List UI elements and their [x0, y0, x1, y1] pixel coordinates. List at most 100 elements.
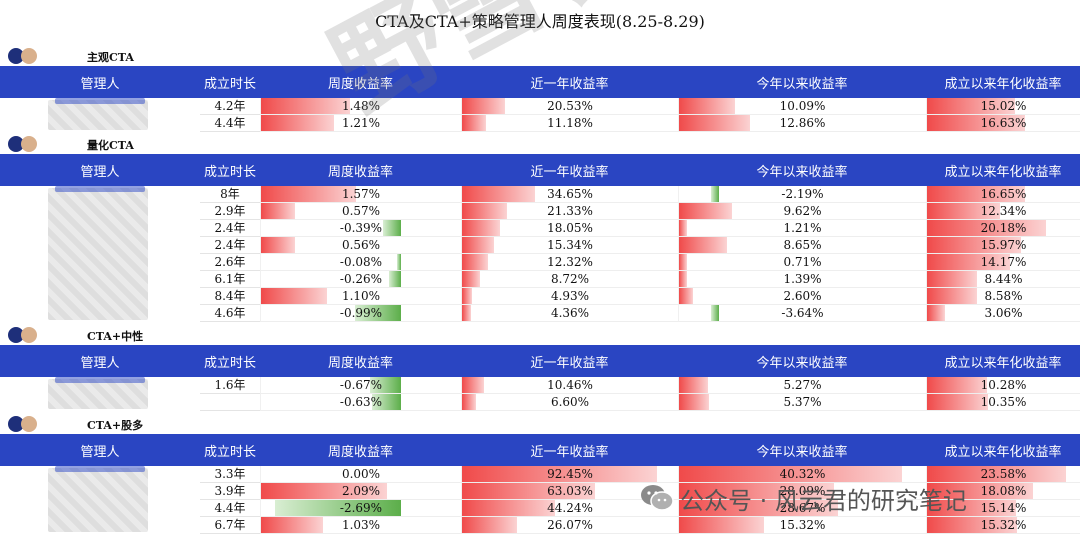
section-dots-icon [8, 136, 40, 152]
value-bar [275, 500, 401, 516]
wk-cell: 0.56% [260, 237, 461, 254]
value-text: 6.60% [550, 395, 590, 409]
age-cell: 8.4年 [200, 288, 260, 305]
header-cell: 周度收益率 [327, 76, 393, 92]
value-bar [927, 466, 1066, 482]
ann-cell: 15.97% [926, 237, 1080, 254]
value-text: 4.36% [550, 306, 590, 320]
value-text: 1.48% [341, 99, 381, 113]
value-bar [679, 237, 727, 253]
age-cell [200, 394, 260, 411]
redaction-mark [55, 186, 145, 192]
ann-cell: 16.65% [926, 186, 1080, 203]
value-text: 14.17% [980, 255, 1027, 269]
value-bar [261, 98, 350, 114]
ann-cell: 20.18% [926, 220, 1080, 237]
wk-cell: 1.10% [260, 288, 461, 305]
age-cell: 2.4年 [200, 220, 260, 237]
value-bar [462, 500, 555, 516]
value-text: -0.39% [339, 221, 383, 235]
redaction-mark [55, 98, 145, 104]
value-bar [462, 115, 486, 131]
value-bar [462, 288, 472, 304]
value-bar [711, 305, 719, 321]
header-cell: 近一年收益率 [530, 164, 609, 180]
value-bar [927, 186, 1025, 202]
value-text: 0.57% [341, 204, 381, 218]
wk-cell: -2.69% [260, 500, 461, 517]
yr-cell: 18.05% [461, 220, 678, 237]
ytd-cell: 9.62% [678, 203, 926, 220]
ytd-cell: -3.64% [678, 305, 926, 322]
ytd-cell: 0.71% [678, 254, 926, 271]
value-text: 5.37% [783, 395, 822, 409]
section-name: 主观CTA [87, 51, 134, 64]
section-name: CTA+中性 [87, 330, 144, 343]
table-body: 8年 1.57% 34.65% -2.19% 16.65% 2.9年 0.57% 21.33%… [0, 186, 1080, 322]
value-bar [397, 254, 401, 270]
table-row: 2.4年 -0.39% 18.05% 1.21% 20.18% [0, 220, 1080, 237]
value-text: 10.35% [980, 395, 1027, 409]
header-cell: 今年以来收益率 [756, 76, 848, 92]
value-bar [927, 203, 1000, 219]
value-text: 12.34% [980, 204, 1027, 218]
header-cell: 成立时长 [203, 355, 256, 371]
value-bar [927, 288, 977, 304]
value-bar [711, 186, 719, 202]
wk-cell: 1.03% [260, 517, 461, 534]
header-cell: 近一年收益率 [530, 355, 609, 371]
value-text: 23.58% [980, 467, 1027, 481]
age-cell: 8年 [200, 186, 260, 203]
value-bar [383, 220, 401, 236]
table-body: 4.2年 1.48% 20.53% 10.09% 15.02% 4.4年 1.21% 11.1… [0, 98, 1080, 132]
value-bar [370, 377, 401, 393]
yr-cell: 20.53% [461, 98, 678, 115]
header-cell: 周度收益率 [327, 444, 393, 460]
ann-cell: 15.14% [926, 500, 1080, 517]
value-bar [927, 394, 988, 410]
wk-cell: -0.99% [260, 305, 461, 322]
table-row: 4.6年 -0.99% 4.36% -3.64% 3.06% [0, 305, 1080, 322]
value-text: 16.65% [980, 187, 1027, 201]
value-text: 1.03% [341, 518, 381, 532]
value-bar [462, 394, 476, 410]
value-text: 10.28% [980, 378, 1027, 392]
value-text: 15.14% [980, 501, 1027, 515]
section-2: CTA+中性 管理人 成立时长 周度收益率 近一年收益率 今年以来收益率 成立以来年化收益率… [0, 325, 1080, 411]
value-bar [679, 203, 732, 219]
value-text: 8.44% [984, 272, 1023, 286]
value-text: 1.39% [783, 272, 822, 286]
value-bar [927, 305, 945, 321]
redacted-name-block [48, 468, 148, 532]
table-row: 2.4年 0.56% 15.34% 8.65% 15.97% [0, 237, 1080, 254]
value-bar [261, 517, 323, 533]
value-bar [927, 237, 1021, 253]
table-header: 管理人 成立时长 周度收益率 近一年收益率 今年以来收益率 成立以来年化收益率 [0, 66, 1080, 98]
header-cell: 成立时长 [203, 76, 256, 92]
value-text: 1.10% [341, 289, 381, 303]
value-bar [462, 254, 488, 270]
value-text: 15.34% [547, 238, 593, 252]
yr-cell: 6.60% [461, 394, 678, 411]
table-row: 4.2年 1.48% 20.53% 10.09% 15.02% [0, 98, 1080, 115]
value-bar [261, 288, 327, 304]
value-text: 1.21% [783, 221, 822, 235]
header-cell: 成立以来年化收益率 [944, 355, 1062, 371]
yr-cell: 21.33% [461, 203, 678, 220]
value-text: -3.64% [781, 306, 824, 320]
age-cell: 4.4年 [200, 115, 260, 132]
age-cell: 1.6年 [200, 377, 260, 394]
value-text: 8.72% [550, 272, 590, 286]
redacted-name-block [48, 100, 148, 130]
header-cell: 周度收益率 [327, 164, 393, 180]
header-cell: 今年以来收益率 [756, 355, 848, 371]
value-text: 15.02% [980, 99, 1027, 113]
header-cell: 成立以来年化收益率 [944, 76, 1062, 92]
header-cell: 今年以来收益率 [756, 444, 848, 460]
ytd-cell: 5.37% [678, 394, 926, 411]
value-text: 11.18% [547, 116, 593, 130]
value-text: -2.19% [781, 187, 824, 201]
value-text: -0.63% [339, 395, 383, 409]
value-bar [679, 500, 838, 516]
age-cell: 2.4年 [200, 237, 260, 254]
